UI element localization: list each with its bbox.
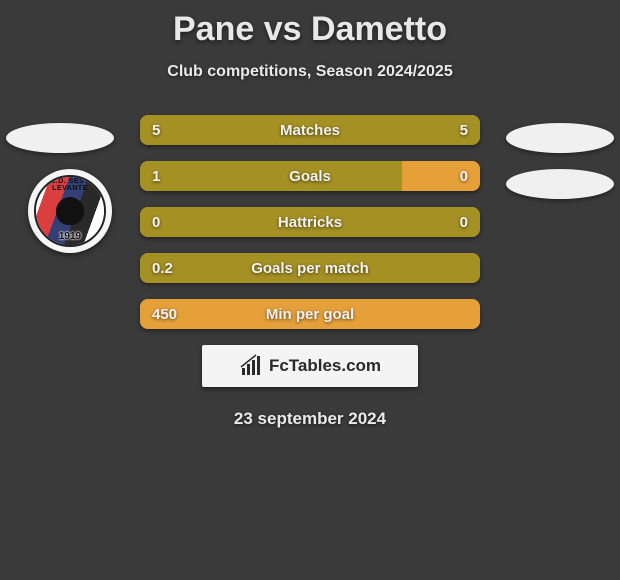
club-badge-left: S.S.D. SESTRI LEVANTE 1919 (28, 169, 112, 253)
stat-label: Goals (140, 161, 480, 191)
stat-label: Min per goal (140, 299, 480, 329)
subtitle: Club competitions, Season 2024/2025 (0, 63, 620, 81)
brand-box: FcTables.com (202, 345, 418, 387)
stat-label: Goals per match (140, 253, 480, 283)
club-badge-year: 1919 (36, 231, 104, 242)
brand-text: FcTables.com (269, 356, 381, 376)
stat-row: 450Min per goal (140, 299, 480, 329)
club-badge-arc: S.S.D. SESTRI LEVANTE (36, 178, 104, 192)
player-left-oval (6, 123, 114, 153)
stat-label: Hattricks (140, 207, 480, 237)
stat-row: 55Matches (140, 115, 480, 145)
stat-row: 00Hattricks (140, 207, 480, 237)
stat-row: 0.2Goals per match (140, 253, 480, 283)
comparison-bars: 55Matches 10Goals 00Hattricks 0.2Goals per … (140, 115, 480, 329)
stat-row: 10Goals (140, 161, 480, 191)
stat-label: Matches (140, 115, 480, 145)
club-badge-right-oval (506, 169, 614, 199)
brand-chart-icon (239, 354, 263, 378)
player-right-oval (506, 123, 614, 153)
stats-area: S.S.D. SESTRI LEVANTE 1919 55Matches 10Go… (0, 115, 620, 429)
date-line: 23 september 2024 (0, 409, 620, 429)
page-title: Pane vs Dametto (0, 0, 620, 49)
